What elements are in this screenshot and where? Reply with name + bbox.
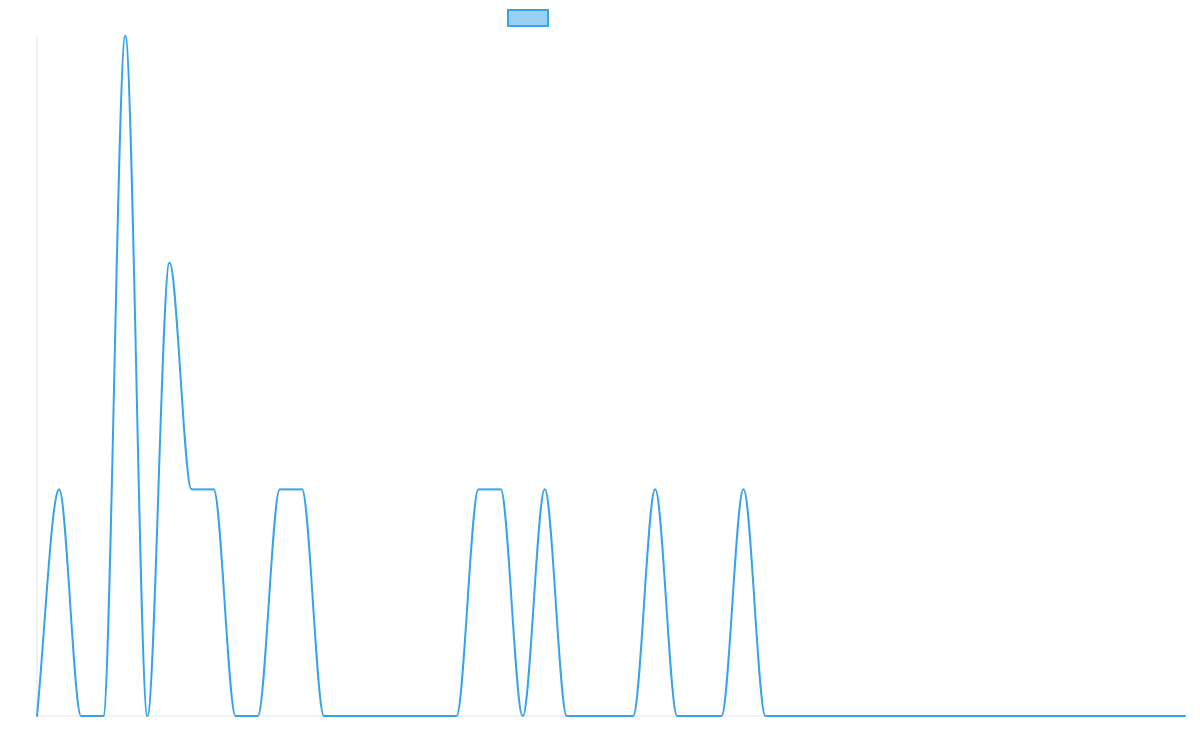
legend: [507, 9, 549, 27]
legend-swatch[interactable]: [507, 9, 549, 27]
series-line-0: [36, 35, 1186, 717]
series-group: [36, 35, 1186, 717]
